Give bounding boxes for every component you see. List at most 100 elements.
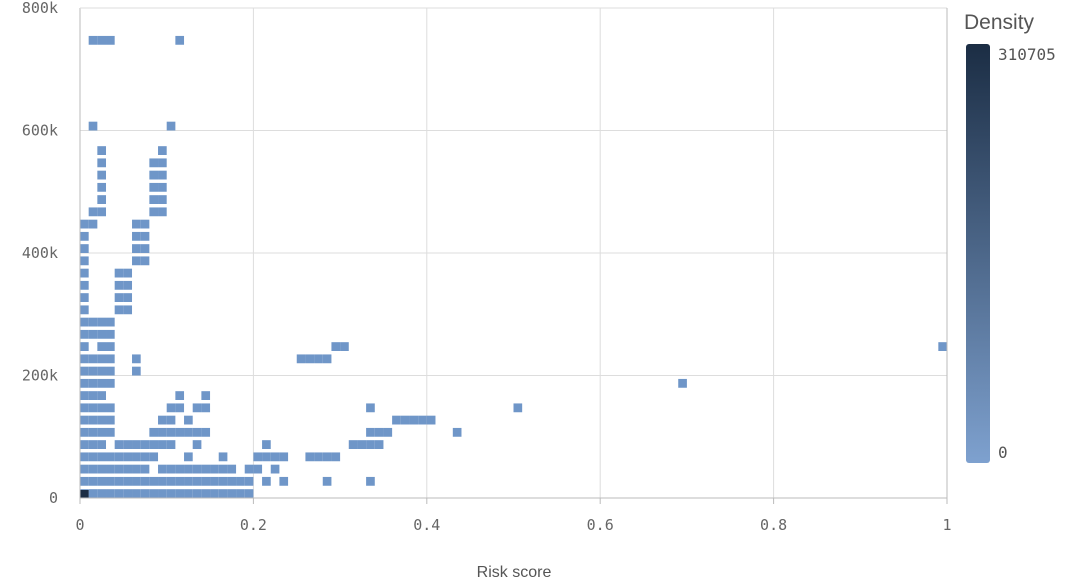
heatmap-cell [366, 476, 375, 486]
heatmap-cell [123, 440, 133, 449]
heatmap-cell [97, 342, 107, 351]
heatmap-cell [97, 415, 107, 425]
heatmap-cell [88, 440, 98, 449]
heatmap-cell [88, 121, 98, 131]
heatmap-cell [80, 231, 89, 241]
legend: Density 310705 0 [964, 11, 1056, 463]
heatmap-cell [97, 464, 107, 474]
heatmap-cell [132, 440, 141, 449]
heatmap-cell [192, 440, 202, 449]
heatmap-cell [97, 440, 107, 449]
x-axis-ticks: 0 0.2 0.4 0.6 0.8 1 [75, 498, 952, 534]
heatmap-cell [175, 391, 185, 400]
heatmap-cell [314, 452, 323, 462]
heatmap-cell [97, 207, 107, 217]
heatmap-cell [132, 231, 141, 241]
heatmap-cell [97, 366, 107, 376]
heatmap-cell [88, 366, 98, 376]
heatmap-cell [166, 403, 176, 413]
heatmap-cell [114, 452, 124, 462]
heatmap-cell [383, 427, 393, 437]
heatmap-cell [132, 452, 141, 462]
heatmap-cell [114, 293, 124, 302]
heatmap-cell [106, 342, 115, 351]
heatmap-cell [97, 489, 107, 498]
heatmap-cell [149, 207, 159, 217]
heatmap-cell [149, 195, 159, 204]
heatmap-cell [192, 403, 202, 413]
heatmap-cell [166, 489, 176, 498]
y-tick-label: 600k [22, 122, 58, 140]
axes [79, 7, 948, 499]
y-tick-label: 200k [22, 367, 58, 385]
heatmap-cell [106, 427, 115, 437]
heatmap-cell [678, 378, 687, 388]
heatmap-cell [123, 464, 133, 474]
heatmap-cell [158, 489, 167, 498]
heatmap-cell [88, 403, 98, 413]
heatmap-cell [114, 464, 124, 474]
heatmap-cell [400, 415, 410, 425]
heatmap-cell [106, 415, 115, 425]
heatmap-cell [452, 427, 462, 437]
heatmap-cell [158, 170, 167, 180]
heatmap-cell [123, 489, 133, 498]
heatmap-cell [80, 427, 89, 437]
x-tick-label: 0.8 [760, 516, 787, 534]
heatmap-cell [192, 489, 202, 498]
heatmap-cell [106, 329, 115, 339]
heatmap-cell [88, 452, 98, 462]
heatmap-cell [80, 476, 89, 486]
heatmap-cell [175, 427, 185, 437]
heatmap-cell [132, 476, 141, 486]
heatmap-cell [166, 464, 176, 474]
legend-color-bar [966, 44, 990, 463]
heatmap-cell [331, 452, 341, 462]
heatmap-cell [97, 170, 107, 180]
heatmap-cell [236, 489, 245, 498]
heatmap-cell [270, 452, 280, 462]
heatmap-cell [123, 293, 133, 302]
heatmap-cell [106, 366, 115, 376]
heatmap-cell [279, 476, 289, 486]
heatmap-cell [132, 464, 141, 474]
heatmap-cell [140, 219, 150, 229]
heatmap-cell [149, 158, 159, 168]
heatmap-cell [166, 121, 176, 131]
y-tick-label: 0 [49, 489, 58, 507]
heatmap-cell [227, 489, 237, 498]
heatmap-cell [236, 476, 245, 486]
heatmap-cell [201, 403, 211, 413]
heatmap-cell [192, 427, 202, 437]
heatmap-cell [210, 464, 219, 474]
heatmap-cell [80, 391, 89, 400]
heatmap-cell [158, 146, 167, 155]
heatmap-cell [253, 452, 263, 462]
heatmap-cell [348, 440, 358, 449]
heatmap-cell [366, 427, 375, 437]
y-axis-ticks: 0 200k 400k 600k 800k [22, 0, 58, 507]
heatmap-cell [149, 427, 159, 437]
heatmap-cell [106, 35, 115, 45]
legend-min-value: 0 [998, 443, 1008, 462]
heatmap-cell [106, 354, 115, 364]
heatmap-cell [80, 464, 89, 474]
heatmap-cell [166, 427, 176, 437]
heatmap-cell [392, 415, 401, 425]
heatmap-cell [374, 427, 384, 437]
heatmap-cell [184, 452, 193, 462]
x-tick-label: 0.6 [587, 516, 614, 534]
heatmap-cells [80, 35, 947, 498]
y-tick-label: 400k [22, 244, 58, 262]
heatmap-cell [166, 476, 176, 486]
heatmap-cell [262, 440, 271, 449]
heatmap-cell [80, 268, 89, 278]
heatmap-cell [106, 317, 115, 327]
heatmap-cell [97, 427, 107, 437]
heatmap-cell [279, 452, 289, 462]
heatmap-cell [262, 476, 271, 486]
heatmap-cell [366, 440, 375, 449]
heatmap-cell [80, 378, 89, 388]
heatmap-cell [88, 378, 98, 388]
x-axis-title: Risk score [477, 564, 552, 581]
